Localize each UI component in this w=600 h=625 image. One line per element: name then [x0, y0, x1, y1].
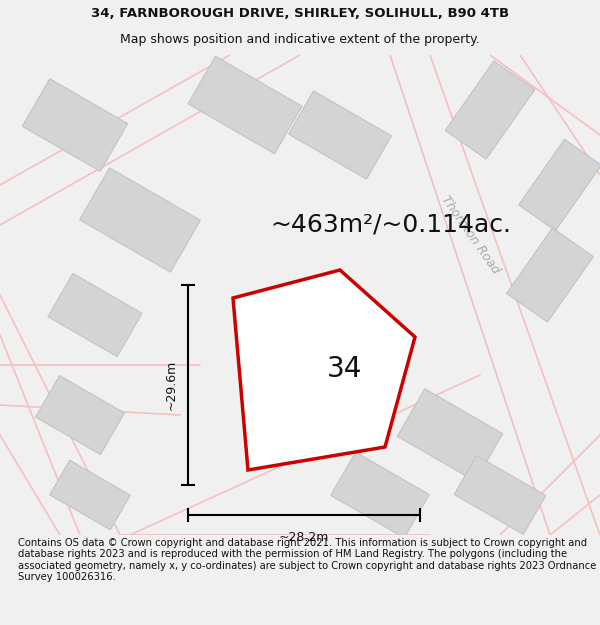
Polygon shape [331, 452, 430, 538]
Text: Map shows position and indicative extent of the property.: Map shows position and indicative extent… [120, 33, 480, 46]
Polygon shape [258, 313, 385, 443]
Text: ~28.2m: ~28.2m [279, 531, 329, 544]
Polygon shape [35, 376, 124, 454]
Polygon shape [518, 139, 600, 231]
Text: ~463m²/~0.114ac.: ~463m²/~0.114ac. [270, 213, 511, 237]
Polygon shape [80, 168, 200, 272]
Polygon shape [454, 456, 546, 534]
Text: ~29.6m: ~29.6m [165, 360, 178, 410]
Polygon shape [506, 228, 593, 322]
Text: Contains OS data © Crown copyright and database right 2021. This information is : Contains OS data © Crown copyright and d… [18, 538, 596, 582]
Polygon shape [289, 91, 391, 179]
Polygon shape [50, 460, 130, 530]
Polygon shape [445, 61, 535, 159]
Polygon shape [397, 389, 503, 481]
Polygon shape [22, 79, 128, 171]
Text: 34: 34 [326, 356, 362, 383]
Polygon shape [188, 56, 302, 154]
Polygon shape [48, 273, 142, 357]
Text: Thornton Road: Thornton Road [438, 194, 502, 276]
Polygon shape [233, 270, 415, 470]
Text: 34, FARNBOROUGH DRIVE, SHIRLEY, SOLIHULL, B90 4TB: 34, FARNBOROUGH DRIVE, SHIRLEY, SOLIHULL… [91, 8, 509, 20]
